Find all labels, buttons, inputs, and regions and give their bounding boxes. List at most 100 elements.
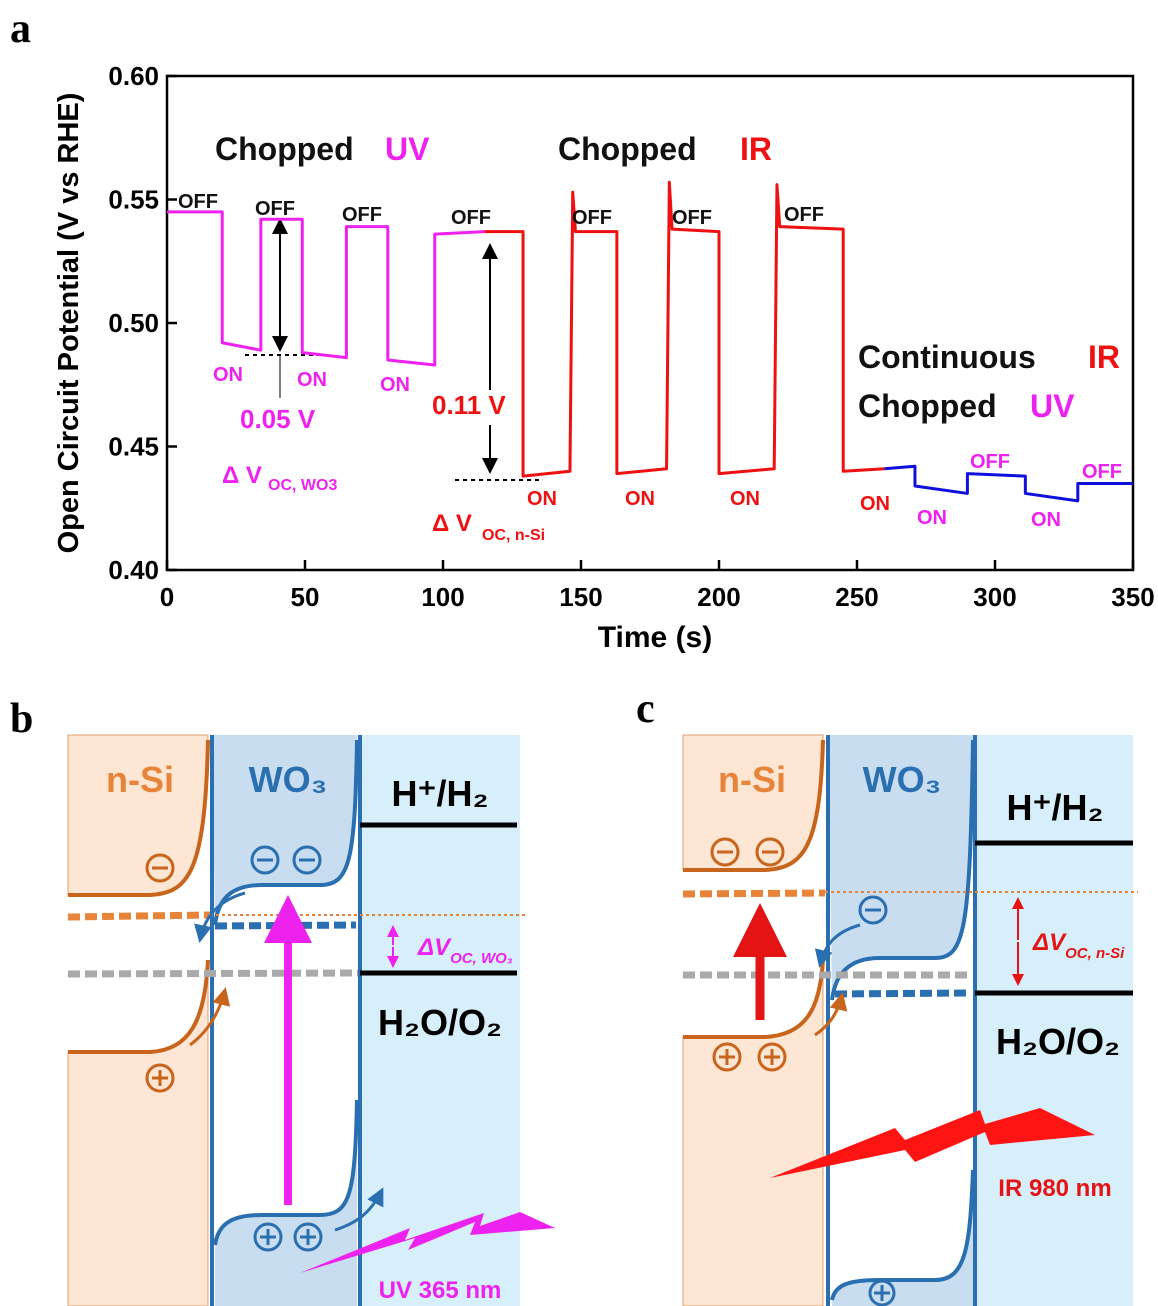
annotation: ON (297, 369, 327, 391)
y-tick-label: 0.50 (108, 308, 159, 338)
arrow (334, 1187, 384, 1232)
annotation: OFF (342, 204, 382, 226)
annotation: OFF (784, 204, 824, 226)
annotation: 0.05 V (240, 404, 316, 434)
band (68, 959, 210, 1054)
redox-label: H⁺/H₂ (392, 773, 489, 814)
layer-label: WO₃ (863, 759, 942, 800)
light-label: IR 980 nm (998, 1175, 1111, 1202)
annotation: OFF (572, 207, 612, 229)
x-tick-label: 200 (697, 582, 740, 612)
y-tick-label: 0.45 (108, 432, 159, 462)
x-tick-label: 350 (1111, 582, 1154, 612)
annotation: OFF (178, 191, 218, 213)
arrow (814, 992, 848, 1037)
light-bolt (300, 1212, 555, 1273)
annotation: Chopped (558, 131, 697, 167)
annotation: 0.11 V (432, 390, 506, 420)
annotation: OFF (451, 207, 491, 229)
annotation: ON (380, 374, 410, 396)
n-si-region (682, 734, 824, 871)
chart-a: Time (s) Open Circuit Potential (V vs RH… (53, 61, 1155, 654)
annotation: OFF (970, 451, 1010, 473)
annotation: UV (385, 131, 430, 167)
band (683, 739, 825, 872)
redox-label: H₂O/O₂ (996, 1021, 1120, 1062)
delta-label: ΔVOC, n-Si (1032, 929, 1125, 962)
band (213, 739, 359, 926)
light-label: UV 365 nm (379, 1277, 502, 1304)
annotation: Δ V (432, 510, 472, 537)
annotation: Δ V (222, 462, 262, 489)
wo3-region (215, 1100, 357, 1306)
light-bolt (770, 1108, 1095, 1178)
delta-label: ΔVOC, WO₃ (417, 934, 513, 967)
annotation: ON (625, 488, 655, 510)
wo3-region (828, 735, 973, 1000)
y-tick-label: 0.40 (108, 555, 159, 585)
annotation: IR (740, 131, 772, 167)
arrow (189, 987, 231, 1047)
annotation: IR (1088, 339, 1120, 375)
carriers (710, 837, 896, 1306)
chart-arrows (245, 218, 540, 481)
delta-main: ΔV (417, 934, 452, 961)
delta-main: ΔV (1032, 929, 1067, 956)
redox-label: H⁺/H₂ (1007, 787, 1104, 828)
layer-label: n-Si (106, 759, 174, 800)
annotation: ON (213, 364, 243, 386)
delta-sub: OC, n-Si (1065, 945, 1125, 962)
arrow (814, 923, 861, 968)
panel-label: b (10, 696, 33, 742)
annotation: ON (917, 507, 947, 529)
panel-label: c (636, 686, 655, 732)
layer-label: WO₃ (249, 759, 328, 800)
x-tick-label: 100 (421, 582, 464, 612)
arrow (194, 891, 246, 943)
delta-sub: OC, WO₃ (450, 950, 513, 967)
annotation: ON (860, 493, 890, 515)
x-axis-title: Time (s) (598, 621, 712, 654)
fermi-level (682, 889, 826, 898)
annotation: OFF (672, 207, 712, 229)
x-tick-label: 50 (291, 582, 320, 612)
band (68, 739, 210, 897)
band (830, 1169, 975, 1301)
panel-c: c n-Si WO₃ H⁺/H₂ ΔVOC, n-Si H₂O/O₂ IR 98… (636, 686, 1138, 1306)
annotation: OC, WO3 (268, 477, 337, 494)
x-tick-label: 150 (559, 582, 602, 612)
series-line (167, 210, 485, 367)
panel-b: b n-Si WO₃ H⁺/H₂ ΔVOC, WO₃ H₂O/O₂ UV 365… (10, 696, 555, 1306)
wo3-region (212, 735, 357, 925)
annotation: OC, n-Si (482, 527, 545, 544)
annotation: ON (730, 488, 760, 510)
annotation: Chopped (858, 388, 997, 424)
annotation: ON (527, 488, 557, 510)
band (213, 1099, 359, 1246)
wo3-region (832, 1170, 973, 1306)
annotation: ON (1031, 509, 1061, 531)
fermi-level (67, 911, 211, 921)
series-line (884, 464, 1133, 503)
fermi-level (67, 969, 359, 978)
electrolyte (360, 735, 520, 1306)
annotation: OFF (1082, 461, 1122, 483)
n-si-region (67, 959, 209, 1306)
redox-label: H₂O/O₂ (378, 1002, 502, 1043)
carriers (145, 845, 323, 1252)
layer-label: n-Si (718, 759, 786, 800)
electrolyte (975, 735, 1133, 1306)
x-tick-label: 0 (160, 582, 174, 612)
y-tick-label: 0.60 (108, 61, 159, 91)
annotation: OFF (255, 198, 295, 220)
fermi-level (834, 989, 971, 998)
x-tick-label: 300 (973, 582, 1016, 612)
y-tick-label: 0.55 (108, 185, 159, 215)
x-tick-label: 250 (835, 582, 878, 612)
annotation: Continuous (858, 339, 1036, 375)
annotation: UV (1030, 388, 1075, 424)
n-si-region (682, 959, 824, 1306)
annotation: Chopped (215, 131, 354, 167)
y-axis-title: Open Circuit Potential (V vs RHE) (53, 93, 85, 554)
